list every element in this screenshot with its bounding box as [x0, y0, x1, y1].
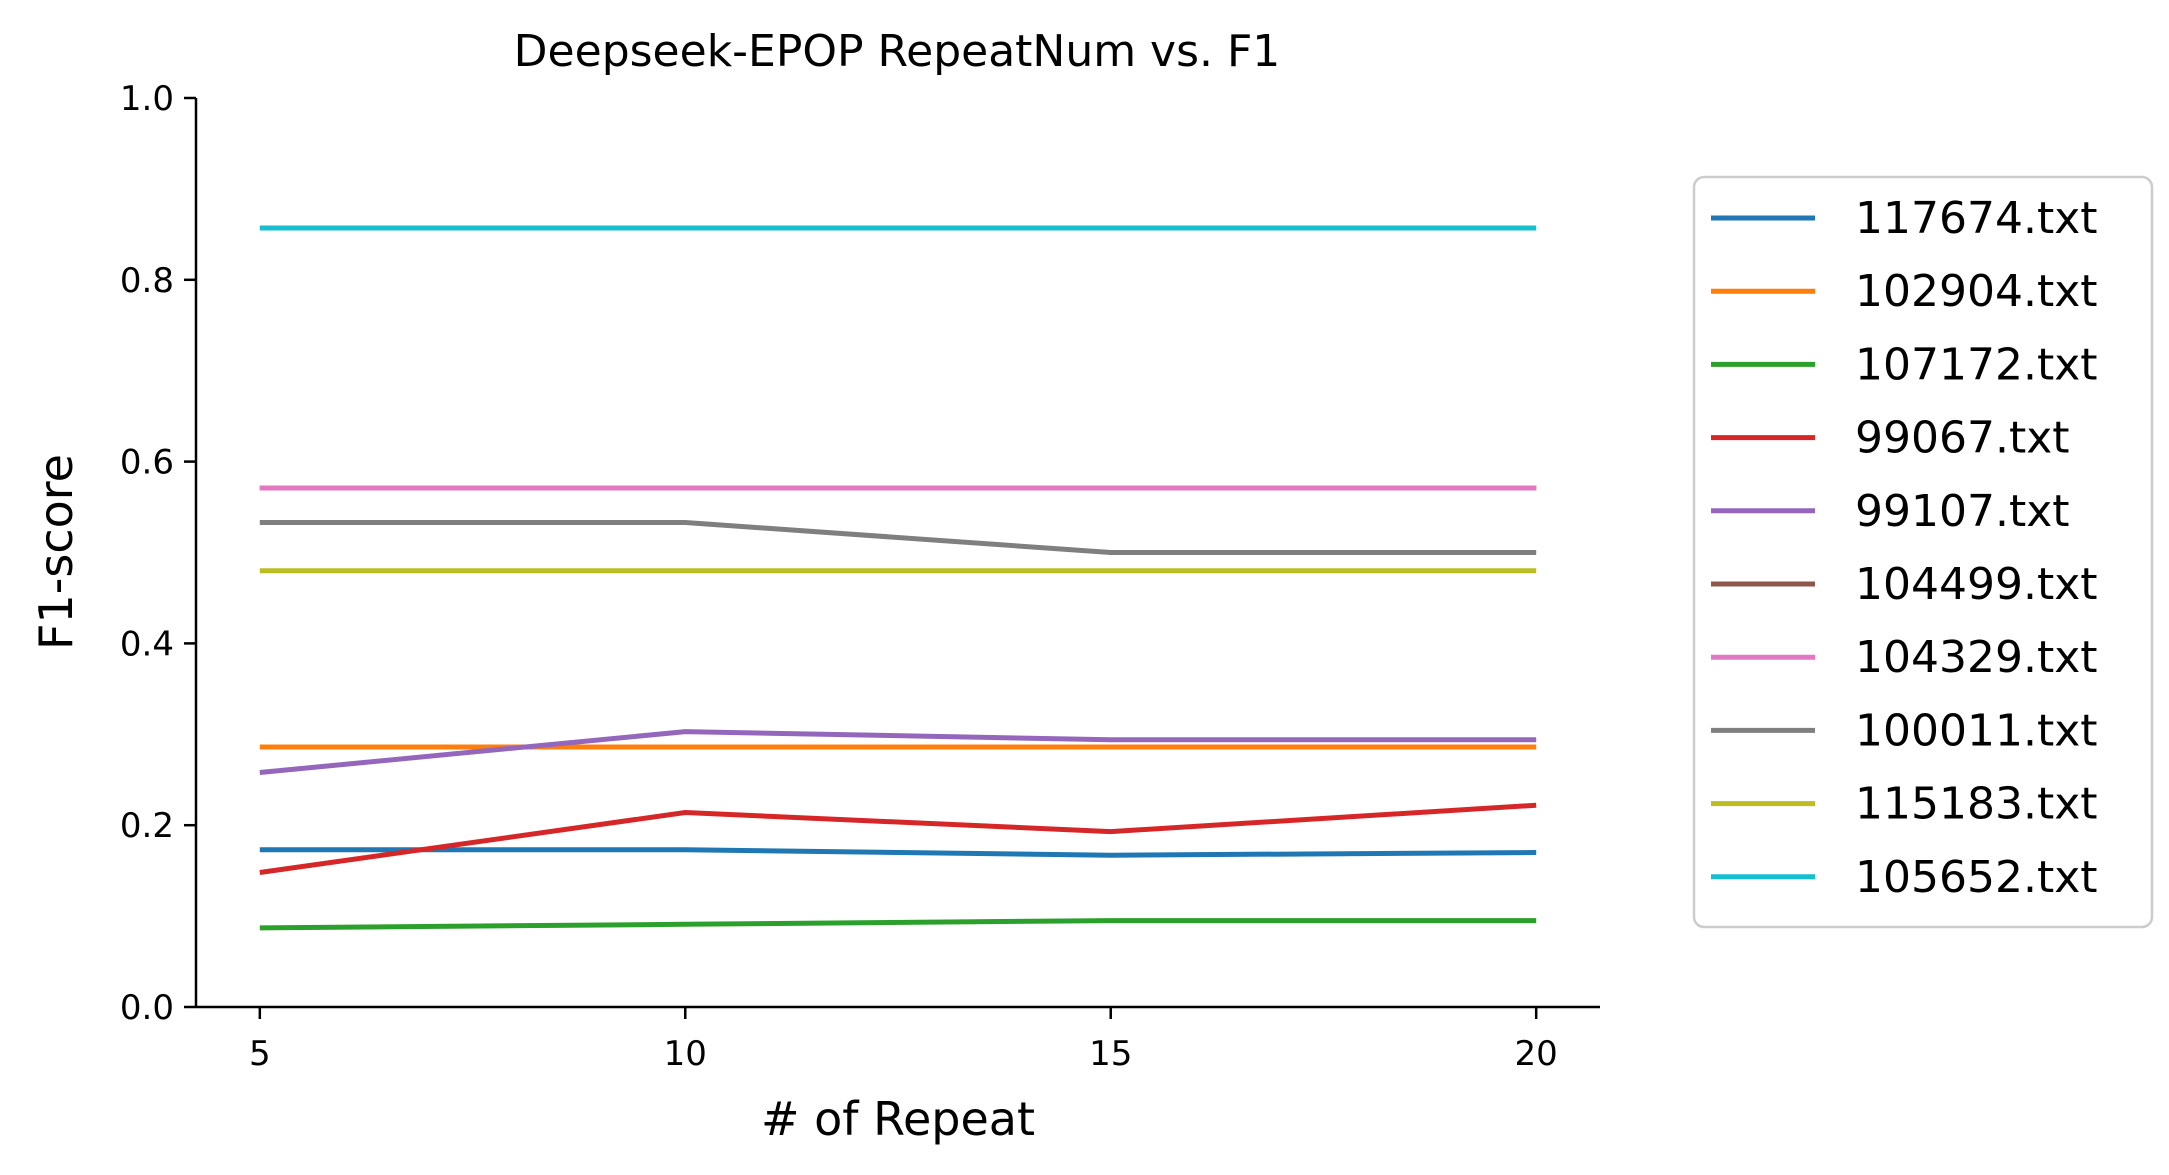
legend-item: 115183.txt [1711, 779, 2098, 830]
y-tick-label: 0.2 [120, 806, 174, 846]
legend-item: 102904.txt [1711, 266, 2098, 317]
legend-item: 104329.txt [1711, 632, 2098, 683]
series-line-4 [259, 729, 1537, 775]
legend-item: 107172.txt [1711, 339, 2098, 390]
x-tick-label: 15 [1089, 1034, 1132, 1074]
y-tick-label: 0.8 [120, 261, 174, 301]
legend-label: 117674.txt [1855, 193, 2098, 244]
legend-label: 105652.txt [1855, 852, 2098, 903]
series-line-3 [259, 802, 1537, 875]
legend-label: 104499.txt [1855, 559, 2098, 610]
x-tick-label: 5 [249, 1034, 271, 1074]
y-tick-label: 0.6 [120, 443, 174, 483]
legend-label: 107172.txt [1855, 339, 2098, 390]
legend-items: 117674.txt 102904.txt 107172.txt 99067.txt 9… [1711, 193, 2098, 903]
y-axis-label: F1-score [29, 454, 83, 650]
y-tick-layer: 0.0 0.2 0.4 0.6 0.8 1.0 [120, 79, 196, 1028]
legend-item: 99067.txt [1711, 413, 2070, 464]
legend-item: 117674.txt [1711, 193, 2098, 244]
legend-item: 104499.txt [1711, 559, 2098, 610]
legend-item: 100011.txt [1711, 705, 2098, 756]
series-line-2 [259, 918, 1537, 931]
legend-item: 99107.txt [1711, 486, 2070, 537]
legend: 117674.txt 102904.txt 107172.txt 99067.txt 9… [1692, 175, 2154, 929]
legend-label: 99107.txt [1855, 486, 2070, 537]
legend-label: 115183.txt [1855, 779, 2098, 830]
y-tick-label: 1.0 [120, 79, 174, 119]
chart-title: Deepseek-EPOP RepeatNum vs. F1 [514, 26, 1281, 77]
legend-label: 100011.txt [1855, 705, 2098, 756]
series-layer [259, 225, 1537, 931]
x-tick-layer: 5 10 15 20 [249, 1007, 1558, 1074]
legend-label: 102904.txt [1855, 266, 2098, 317]
x-axis-label: # of Repeat [761, 1092, 1035, 1146]
y-tick-label: 0.0 [120, 988, 174, 1028]
x-tick-label: 10 [664, 1034, 707, 1074]
series-line-0 [259, 847, 1537, 858]
legend-label: 99067.txt [1855, 413, 2070, 464]
legend-item: 105652.txt [1711, 852, 2098, 903]
x-tick-label: 20 [1515, 1034, 1558, 1074]
legend-label: 104329.txt [1855, 632, 2098, 683]
y-tick-label: 0.4 [120, 624, 174, 664]
series-line-7 [259, 520, 1537, 555]
